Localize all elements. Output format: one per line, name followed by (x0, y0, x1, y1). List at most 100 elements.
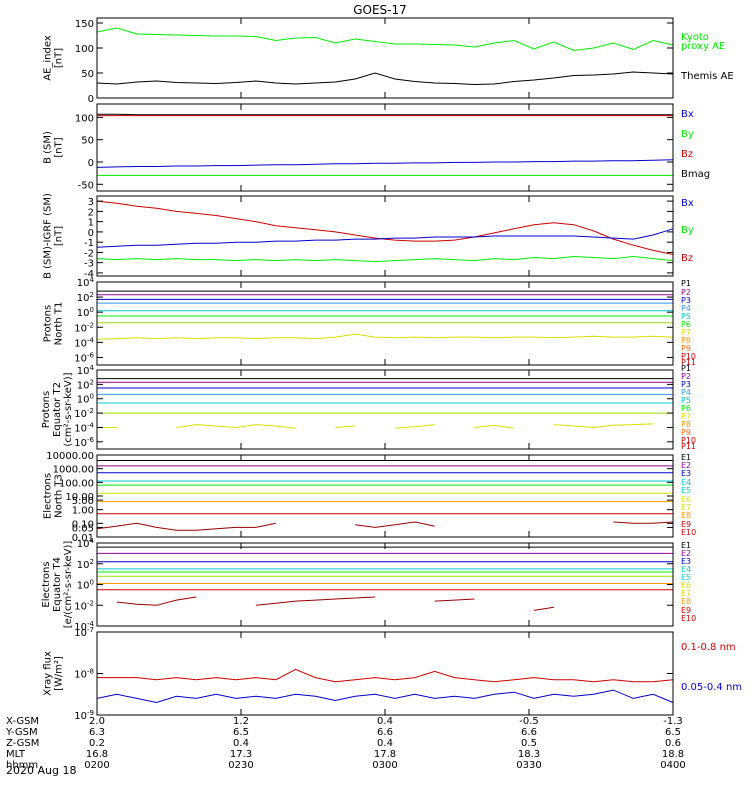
y-axis-label: Equator T2 (52, 382, 63, 437)
legend-label: E1 (681, 541, 691, 550)
y-tick-label: 10-8 (74, 668, 94, 681)
y-tick-label: 10-2 (74, 599, 94, 612)
legend-label: By (681, 225, 694, 236)
y-tick-label: 102 (77, 291, 94, 304)
legend-label: E10 (681, 528, 696, 537)
legend-label: E8 (681, 597, 691, 606)
y-tick-label: 10-2 (74, 321, 94, 334)
panel-frame (96, 454, 674, 538)
x-axis-value: 0.4 (377, 716, 393, 727)
legend-label: E4 (681, 565, 691, 574)
x-axis-value: 6.3 (89, 727, 105, 738)
y-tick-label: -50 (78, 180, 94, 191)
x-axis-value: 0230 (228, 760, 253, 771)
legend-label: P3 (681, 380, 691, 389)
y-tick-label: 0.10 (72, 519, 94, 530)
x-axis-value: 0.2 (89, 738, 105, 749)
series-line-bx (96, 159, 674, 168)
legend-label: E6 (681, 495, 691, 504)
legend-label: P7 (681, 412, 691, 421)
y-axis-label: Xray flux (43, 651, 54, 696)
legend-label: P7 (681, 328, 691, 337)
legend-label: E1 (681, 453, 691, 462)
x-axis-value: 0.4 (233, 738, 249, 749)
x-axis-value: 0.6 (665, 738, 681, 749)
legend-label: 0.05-0.4 nm (681, 682, 742, 693)
x-axis-value: 1.2 (233, 716, 249, 727)
legend-label: Bmag (681, 169, 710, 180)
y-axis-label: Electrons (43, 473, 54, 519)
panel-frame (96, 17, 674, 99)
y-tick-label: 0.01 (72, 533, 94, 544)
x-axis-row-label: Z-GSM (6, 738, 39, 749)
legend-label: P4 (681, 388, 691, 397)
series-line-p8 (96, 333, 674, 340)
legend-label: P6 (681, 404, 691, 413)
series-line-bz (96, 200, 674, 255)
y-tick-label: 5.00 (72, 496, 94, 507)
y-axis-label: Protons (43, 305, 54, 342)
legend-label: E4 (681, 478, 691, 487)
x-axis-value: 17.3 (230, 749, 252, 760)
y-tick-label: 100 (77, 579, 94, 592)
y-axis-label: North T3 (54, 474, 65, 518)
y-tick-label: 1 (88, 218, 94, 229)
series-line-bx (96, 228, 674, 248)
x-axis-row-label: X-GSM (6, 716, 39, 727)
y-axis-label: North T1 (54, 302, 65, 346)
x-axis-value: -1.3 (663, 716, 683, 727)
y-tick-label: 10000.00 (46, 451, 94, 462)
legend-label: By (681, 129, 694, 140)
legend-label: P8 (681, 420, 691, 429)
series-line-kyoto-proxy-ae (96, 27, 674, 52)
legend-label: P11 (681, 358, 696, 367)
panel-frame (96, 195, 674, 277)
x-axis-value: 0200 (84, 760, 109, 771)
y-tick-label: 0 (88, 228, 94, 239)
series-line-e9 (96, 521, 674, 531)
y-tick-label: -3 (84, 259, 94, 270)
y-tick-label: 10-6 (74, 436, 94, 449)
y-tick-label: -2 (84, 248, 94, 259)
legend-label: P1 (681, 364, 691, 373)
y-axis-label: Equator T4 (52, 557, 63, 612)
y-tick-label: 104 (77, 276, 95, 289)
legend-label: P2 (681, 372, 691, 381)
legend-label: P11 (681, 442, 696, 451)
legend-label: P1 (681, 279, 691, 288)
y-tick-label: 100 (75, 44, 94, 55)
legend-label: 0.1-0.8 nm (681, 642, 736, 653)
x-axis-value: 6.5 (665, 727, 681, 738)
legend-label: E7 (681, 503, 691, 512)
y-tick-label: 100 (77, 393, 94, 406)
y-tick-label: 100 (75, 113, 94, 124)
y-axis-label: [nT] (54, 226, 65, 246)
legend-label: E7 (681, 589, 691, 598)
legend-label: E10 (681, 614, 696, 623)
y-tick-label: 102 (77, 378, 94, 391)
legend-label: Bz (681, 253, 693, 264)
y-axis-label: [e/(cm²-s-sr-keV)] (63, 541, 74, 629)
y-tick-label: 0 (88, 158, 94, 169)
y-axis-label: [W/m²] (54, 656, 65, 691)
x-axis-value: 0.4 (377, 738, 393, 749)
y-axis-label: AE_index (43, 35, 54, 81)
legend-label: P9 (681, 344, 691, 353)
series-line-0-05-0-4-nm (96, 689, 674, 704)
x-axis-value: 0.5 (521, 738, 537, 749)
y-tick-label: 50 (81, 136, 94, 147)
series-line-p7 (97, 423, 654, 429)
y-tick-label: -4 (84, 269, 94, 280)
x-axis-row-label: hhmm (6, 760, 38, 771)
y-tick-label: 104 (77, 364, 95, 377)
panel-frame (96, 542, 674, 627)
panel-frame (96, 631, 674, 716)
y-tick-label: 50 (81, 69, 94, 80)
